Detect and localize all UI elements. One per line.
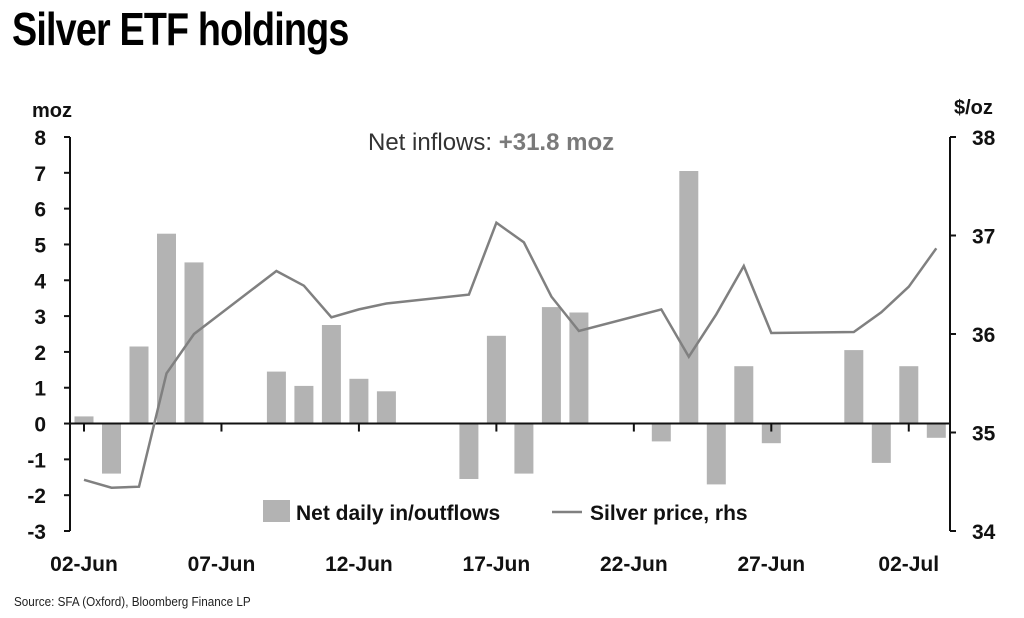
left-tick-label: 6 — [34, 199, 46, 222]
bar — [844, 350, 864, 424]
right-tick-label: 37 — [972, 226, 995, 249]
legend-label-line: Silver price, rhs — [590, 502, 748, 525]
left-axis-unit: moz — [32, 100, 72, 122]
bar — [514, 423, 534, 474]
bar — [266, 371, 286, 424]
bar — [376, 391, 396, 424]
bar — [679, 171, 699, 424]
left-tick-label: 8 — [34, 127, 46, 150]
bar — [184, 262, 204, 424]
bar-series — [74, 171, 946, 485]
annotation-label: Net inflows: — [368, 129, 499, 156]
bar — [349, 378, 369, 424]
bar — [734, 366, 754, 424]
left-tick-label: 0 — [34, 414, 46, 437]
x-tick-label: 07-Jun — [188, 553, 256, 576]
bar — [761, 423, 781, 444]
legend-bar-swatch — [263, 500, 290, 522]
left-tick-label: 5 — [34, 234, 46, 257]
left-tick-label: 2 — [34, 342, 46, 365]
price-line — [83, 220, 938, 489]
bar — [651, 423, 671, 442]
x-tick-label: 12-Jun — [325, 553, 393, 576]
left-tick-label: 4 — [34, 270, 46, 293]
bar — [459, 423, 479, 479]
bar — [569, 312, 589, 424]
net-inflows-annotation: Net inflows: +31.8 moz — [368, 129, 614, 156]
bar — [926, 423, 946, 438]
legend-label-bars: Net daily in/outflows — [296, 502, 500, 525]
bar — [294, 385, 314, 424]
legend: Net daily in/outflows Silver price, rhs — [263, 500, 748, 525]
x-tick-label: 27-Jun — [737, 553, 805, 576]
left-tick-label: 1 — [34, 378, 46, 401]
right-tick-label: 36 — [972, 324, 995, 347]
x-tick-label: 02-Jul — [878, 553, 939, 576]
left-tick-label: 7 — [34, 163, 46, 186]
right-tick-label: 34 — [972, 521, 996, 544]
x-tick-label: 17-Jun — [463, 553, 531, 576]
right-tick-label: 38 — [972, 127, 996, 150]
bar — [321, 325, 341, 424]
bar — [899, 366, 919, 424]
annotation-value: +31.8 moz — [499, 129, 614, 156]
right-tick-label: 35 — [972, 423, 996, 446]
page-title: Silver ETF holdings — [12, 3, 349, 55]
right-axis-unit: $/oz — [954, 97, 993, 119]
bar — [102, 423, 121, 474]
bar — [74, 416, 94, 424]
source-note: Source: SFA (Oxford), Bloomberg Finance … — [14, 594, 251, 609]
left-tick-label: -3 — [27, 521, 46, 544]
left-tick-label: 3 — [34, 306, 46, 329]
bar — [706, 423, 726, 485]
bar — [871, 423, 891, 463]
bar — [541, 307, 561, 424]
left-tick-label: -2 — [27, 485, 46, 508]
x-tick-label: 02-Jun — [50, 553, 118, 576]
left-tick-label: -1 — [27, 449, 46, 472]
bar — [157, 233, 176, 424]
bar — [486, 335, 506, 424]
x-tick-label: 22-Jun — [600, 553, 668, 576]
bar — [129, 346, 149, 424]
